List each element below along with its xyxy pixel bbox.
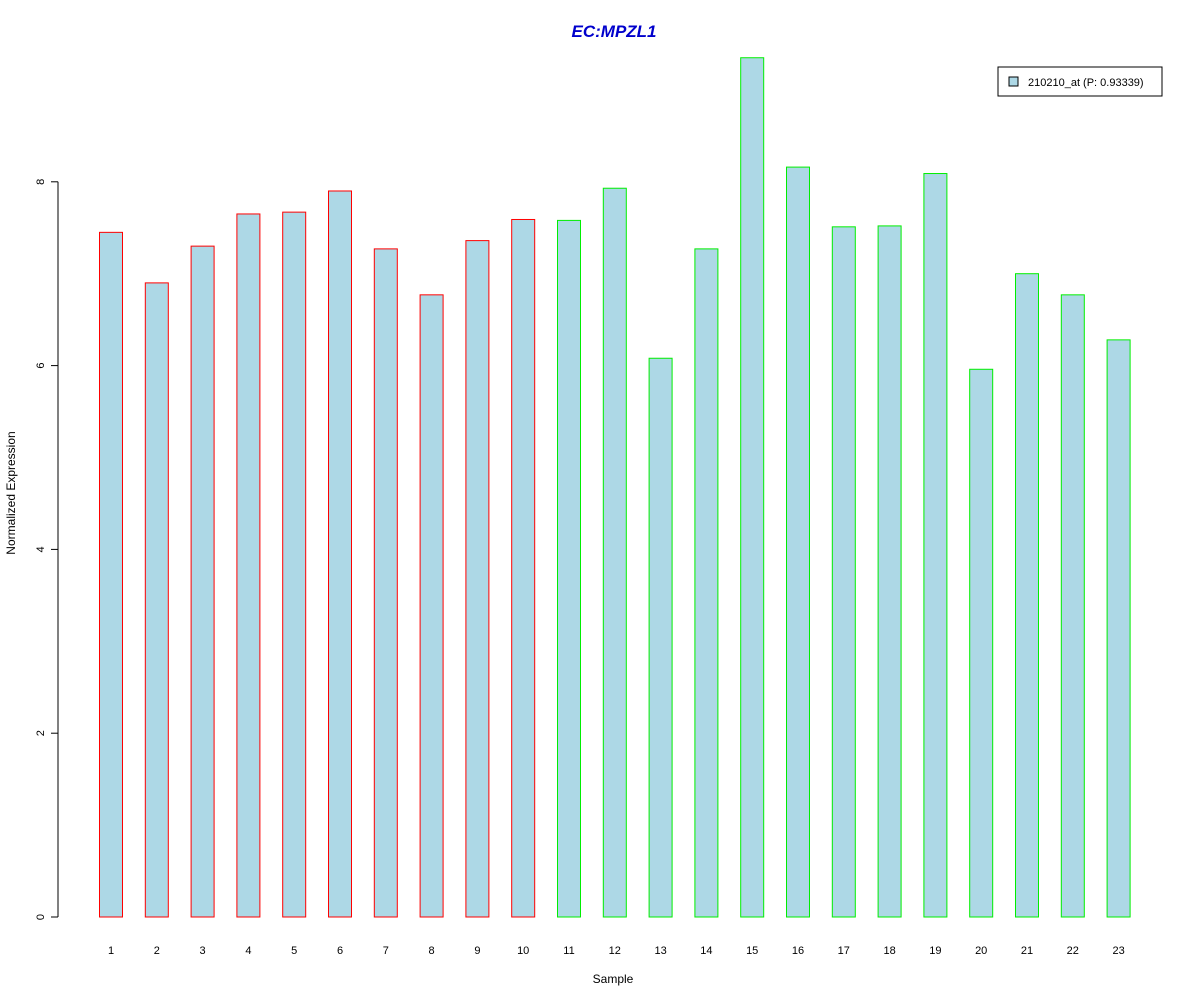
bar-sample-7 bbox=[373, 248, 398, 918]
bar-sample-10 bbox=[511, 218, 536, 918]
bar-sample-13 bbox=[648, 357, 673, 918]
y-axis: 0 2 4 6 8 bbox=[35, 179, 59, 920]
x-tick-label: 21 bbox=[1021, 945, 1033, 957]
x-tick-label: 7 bbox=[383, 945, 389, 957]
bar-sample-2 bbox=[144, 282, 169, 918]
bar-sample-5 bbox=[282, 211, 307, 918]
bar-sample-21 bbox=[1015, 273, 1039, 918]
y-tick-label: 8 bbox=[35, 179, 47, 185]
bar-sample-12 bbox=[602, 187, 627, 918]
y-tick-label: 2 bbox=[35, 730, 47, 736]
x-tick-label: 19 bbox=[929, 945, 941, 957]
x-tick-label: 14 bbox=[700, 945, 712, 957]
x-tick-label: 23 bbox=[1112, 945, 1124, 957]
x-tick-label: 3 bbox=[200, 945, 206, 957]
y-tick-label: 4 bbox=[35, 546, 47, 552]
x-tick-label: 13 bbox=[654, 945, 666, 957]
x-tick-label: 8 bbox=[429, 945, 435, 957]
bar-sample-15 bbox=[740, 57, 765, 918]
x-tick-label: 1 bbox=[108, 945, 114, 957]
bar-sample-4 bbox=[236, 213, 261, 918]
legend-swatch bbox=[1008, 76, 1019, 87]
x-tick-label: 6 bbox=[337, 945, 343, 957]
x-tick-label: 20 bbox=[975, 945, 987, 957]
x-tick-label: 15 bbox=[746, 945, 758, 957]
x-tick-labels: 1 2 3 4 5 6 7 8 9 10 11 12 13 14 15 16 17 18 19 20 21 22 23 bbox=[108, 945, 1125, 957]
bar-sample-1 bbox=[99, 231, 123, 918]
x-tick-label: 10 bbox=[517, 945, 529, 957]
chart-title: EC:MPZL1 bbox=[572, 22, 657, 41]
bars bbox=[99, 57, 1131, 918]
y-axis-label: Normalized Expression bbox=[4, 431, 18, 554]
y-tick-label: 0 bbox=[35, 914, 47, 920]
x-tick-label: 18 bbox=[883, 945, 895, 957]
bar-sample-22 bbox=[1060, 294, 1085, 918]
bar-sample-20 bbox=[969, 368, 994, 918]
x-tick-label: 12 bbox=[609, 945, 621, 957]
bar-sample-9 bbox=[465, 240, 490, 918]
bar-sample-19 bbox=[923, 173, 948, 918]
x-tick-label: 22 bbox=[1067, 945, 1079, 957]
legend-box bbox=[997, 66, 1163, 97]
x-tick-label: 9 bbox=[474, 945, 480, 957]
x-axis-label: Sample bbox=[593, 972, 634, 986]
bar-sample-8 bbox=[419, 294, 444, 918]
bar-sample-6 bbox=[328, 190, 352, 918]
bar-sample-14 bbox=[694, 248, 719, 918]
bar-sample-16 bbox=[786, 166, 810, 918]
x-tick-label: 2 bbox=[154, 945, 160, 957]
legend: 210210_at (P: 0.93339) bbox=[997, 66, 1163, 97]
bar-sample-3 bbox=[190, 245, 215, 918]
x-tick-label: 11 bbox=[563, 945, 574, 957]
x-tick-label: 16 bbox=[792, 945, 804, 957]
x-tick-label: 5 bbox=[291, 945, 297, 957]
x-tick-label: 17 bbox=[838, 945, 850, 957]
bar-sample-11 bbox=[557, 219, 581, 918]
bar-sample-18 bbox=[877, 225, 902, 918]
legend-entry-label: 210210_at (P: 0.93339) bbox=[1028, 77, 1144, 89]
bar-sample-23 bbox=[1106, 339, 1131, 918]
bar-sample-17 bbox=[831, 226, 856, 918]
x-tick-label: 4 bbox=[245, 945, 251, 957]
y-tick-label: 6 bbox=[35, 363, 47, 369]
